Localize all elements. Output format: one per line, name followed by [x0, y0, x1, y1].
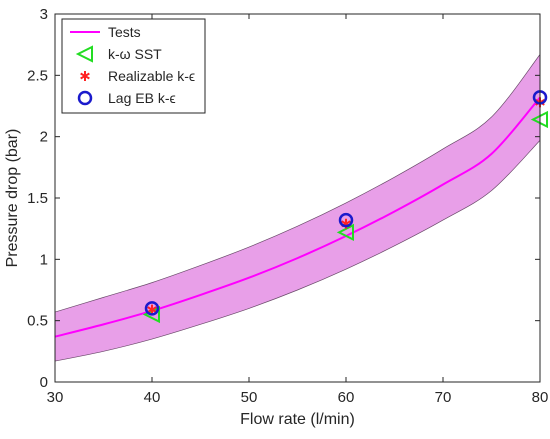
legend-swatch-marker	[75, 45, 93, 63]
point-k-sst	[336, 223, 354, 241]
x-tick-label: 80	[532, 389, 549, 406]
marker-circle	[338, 212, 354, 228]
y-tick-label: 3	[40, 6, 48, 23]
legend-label: k-ω SST	[108, 46, 162, 62]
marker-triangle	[336, 223, 354, 241]
y-tick-label: 2.5	[27, 67, 48, 84]
y-axis-label: Pressure drop (bar)	[4, 129, 21, 268]
x-tick-label: 40	[144, 389, 161, 406]
legend-label: Realizable k-ϵ	[108, 68, 195, 84]
point-lag-eb-k	[338, 212, 354, 228]
legend-label: Tests	[108, 24, 141, 40]
marker-circle	[77, 90, 93, 106]
x-tick-label: 70	[435, 389, 452, 406]
y-tick-label: 0.5	[27, 313, 48, 330]
y-tick-label: 1	[40, 251, 48, 268]
legend-swatch-marker	[80, 71, 90, 81]
legend-swatch-marker	[77, 90, 93, 106]
x-axis-label: Flow rate (l/min)	[240, 411, 355, 428]
point-lag-eb-k	[144, 301, 160, 316]
x-tick-label: 50	[241, 389, 258, 406]
y-tick-label: 0	[40, 374, 48, 391]
marker-stroke	[147, 306, 157, 313]
x-tick-label: 60	[338, 389, 355, 406]
legend: Tests k-ω SST Realizable k-ϵ Lag EB k-ϵ	[61, 18, 206, 114]
legend-box	[61, 18, 206, 114]
marker-stroke	[80, 72, 90, 80]
y-tick-label: 2	[40, 129, 48, 146]
series-line-layer	[54, 96, 541, 338]
tick-layer: 30 40 50 60 70 80 0 0.5 1 1.5 2 2.5 3	[27, 6, 548, 406]
point-realizable-k	[147, 304, 157, 315]
y-tick-label: 1.5	[27, 190, 48, 207]
x-tick-label: 30	[47, 389, 64, 406]
legend-label: Lag EB k-ϵ	[108, 90, 176, 106]
marker-circle	[144, 301, 160, 316]
marker-triangle	[75, 45, 93, 63]
series-line-tests	[54, 96, 541, 338]
